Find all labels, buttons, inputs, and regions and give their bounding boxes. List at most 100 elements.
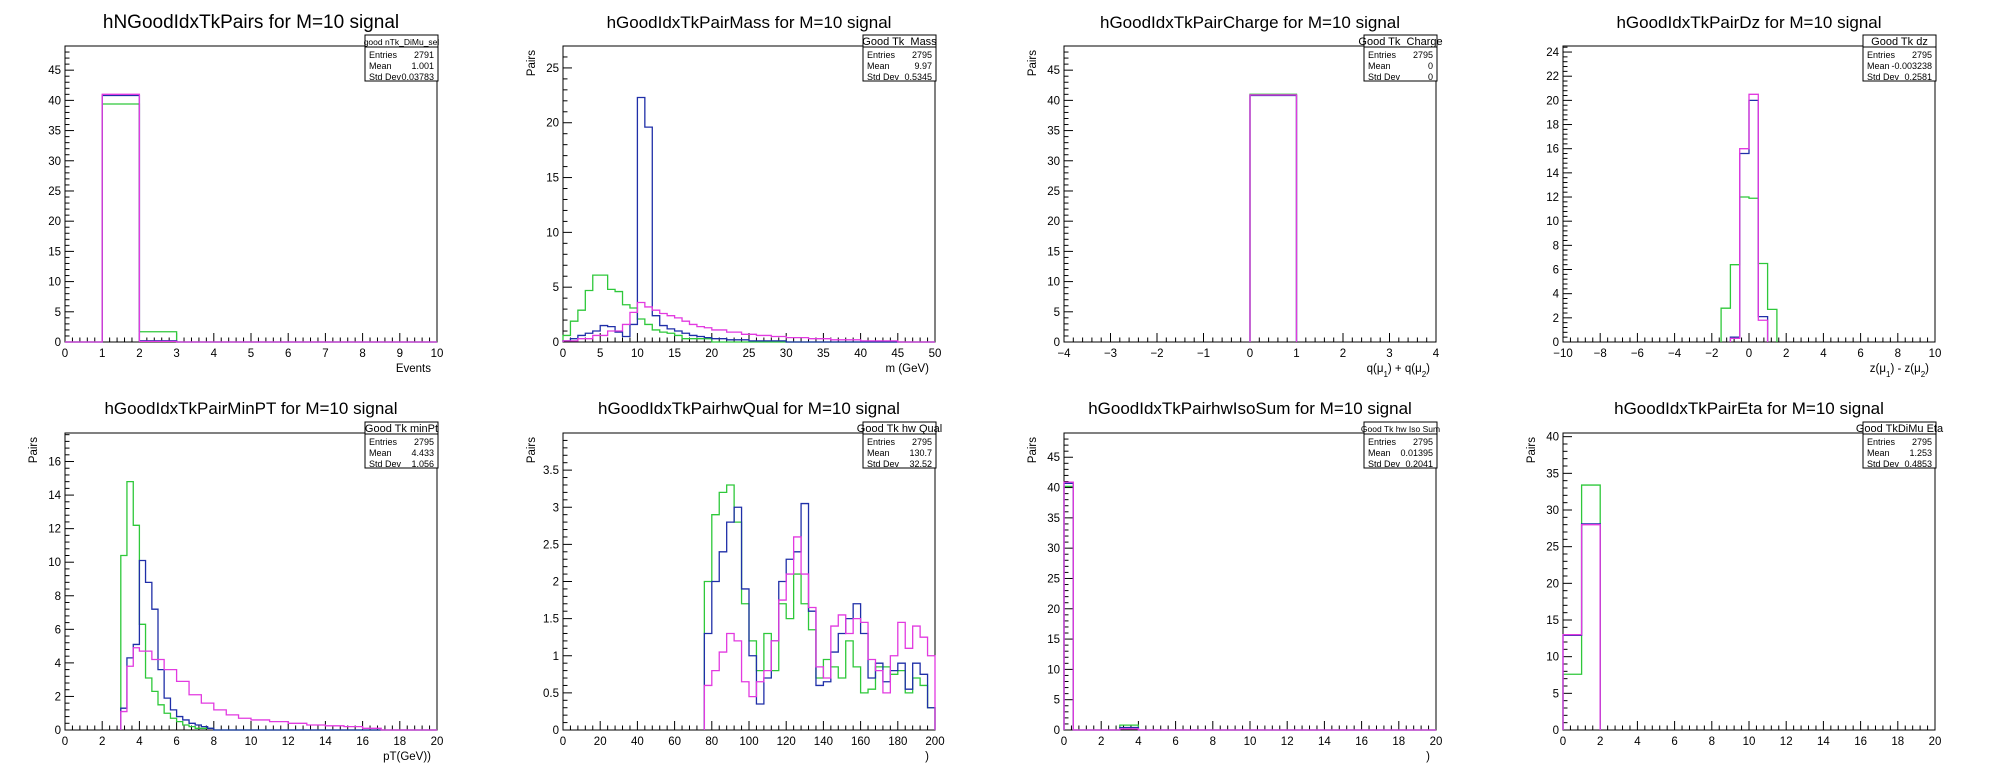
plot-frame [562,45,936,343]
histogram-series-green [1063,485,1436,731]
histogram-series-magenta [562,301,935,343]
plot-frame [1562,432,1936,731]
y-tick-label: 30 [1047,156,1060,168]
x-tick-label: 2 [1783,348,1789,360]
x-tick-label: 5 [597,348,603,360]
x-tick-label: 6 [173,736,179,748]
y-tick-label: 2 [553,577,559,589]
stats-value: 0.4853 [1904,459,1932,469]
y-tick-label: 5 [55,307,61,319]
y-tick-label: 20 [1047,216,1060,228]
histogram-series-magenta [1249,94,1298,342]
stats-box-frame [364,34,439,82]
x-tick-label: 1 [1293,348,1299,360]
histogram-panel-8: hGoodIdxTkPairEta for M=10 signal 0 5 10 15 2… [1526,399,1944,748]
stats-value: 0.2041 [1405,459,1433,469]
histogram-series-blue [65,94,437,343]
x-tick-label: 18 [393,736,406,748]
histogram-series-green [1249,93,1298,342]
histogram-panel-3: hGoodIdxTkPairCharge for M=10 signal0510… [1027,13,1443,379]
panel-title: hGoodIdxTkPairMass for M=10 signal [607,13,892,32]
stats-key: Entries [1368,437,1397,447]
stats-key: Mean [1867,448,1890,458]
x-tick-label: 8 [211,736,217,748]
histogram-series-magenta [1729,93,1769,342]
x-tick-label: 10 [1743,736,1756,748]
x-tick-label: 4 [1820,348,1827,360]
stats-box: good nTk_DiMu_sel Entries 2791 Mean 1.001 Std… [364,34,439,82]
x-tick-label: 120 [777,736,796,748]
y-tick-label: 45 [1047,452,1060,464]
y-tick-label: 0 [1553,337,1559,349]
x-tick-label: 35 [817,348,830,360]
x-tick-label: 16 [1355,736,1368,748]
x-tick-label: −4 [1668,348,1682,360]
y-tick-label: 30 [1546,505,1559,517]
y-tick-label: 8 [1553,240,1559,252]
stats-key: Std Dev [867,459,900,469]
x-axis-label: ) [1426,751,1430,763]
y-tick-label: 15 [48,246,61,258]
y-tick-label: 10 [1047,277,1060,289]
y-tick-label: 6 [1553,265,1559,277]
stats-key: Mean [867,61,890,71]
x-tick-label: 16 [1854,736,1867,748]
x-tick-label: 20 [1929,736,1942,748]
y-tick-label: 10 [48,557,61,569]
stats-box-frame [1363,421,1438,469]
x-axis-label: q(μ1) + q(μ2) [1367,363,1431,379]
y-axis-label: Pairs [526,50,538,76]
y-axis-label: Pairs [28,437,40,463]
x-tick-label: 15 [668,348,681,360]
x-tick-label: 10 [431,348,444,360]
y-axis-label: Pairs [1526,437,1538,463]
y-tick-label: 22 [1546,71,1559,83]
histogram-series-magenta [65,93,437,343]
y-tick-label: 0 [1054,337,1060,349]
panel-title: hGoodIdxTkPairDz for M=10 signal [1616,13,1881,32]
stats-box-frame [1862,421,1937,469]
x-axis-label: Events [396,363,431,375]
stats-key: Entries [1867,50,1896,60]
y-tick-label: 12 [48,524,61,536]
panel-title: hGoodIdxTkPairMinPT for M=10 signal [104,399,397,418]
panel-title: hGoodIdxTkPairCharge for M=10 signal [1100,13,1400,32]
stats-key: Entries [369,50,398,60]
stats-value: 32.52 [909,459,932,469]
histogram-series-blue [562,96,935,343]
y-tick-label: 25 [1047,573,1060,585]
stats-value: 0.01395 [1400,448,1433,458]
x-tick-label: 9 [397,348,403,360]
x-tick-label: −10 [1553,348,1573,360]
histogram-series-green [1720,196,1778,342]
x-tick-label: 3 [173,348,179,360]
stats-value: 0.5345 [904,72,932,82]
y-tick-label: 0 [1553,725,1559,737]
x-tick-label: 2 [1098,736,1104,748]
stats-value: 1.056 [411,459,434,469]
x-tick-label: 0 [1746,348,1752,360]
histogram-panel-2: hGoodIdxTkPairMass for M=10 signal 0 5 10 15… [526,13,941,375]
histogram-series-magenta [703,536,936,730]
y-tick-label: 0 [553,337,559,349]
stats-box-frame [1862,34,1937,82]
stats-value: 130.7 [909,448,932,458]
stats-name: Good Tk_Charge [1358,36,1442,48]
x-tick-label: 0 [62,736,68,748]
histogram-series-blue [1249,94,1298,342]
y-tick-label: 2 [1553,313,1559,325]
x-tick-label: 2 [1340,348,1346,360]
stats-key: Entries [1368,50,1397,60]
x-tick-label: 4 [211,348,218,360]
x-tick-label: 12 [1281,736,1294,748]
plot-frame [64,45,438,343]
histogram-series-green [120,481,437,731]
x-tick-label: 40 [854,348,867,360]
x-tick-label: 180 [888,736,907,748]
histogram-panel-4: hGoodIdxTkPairDz for M=10 signal02468101… [1546,13,1941,379]
y-tick-label: 40 [48,95,61,107]
histogram-series-magenta [120,647,437,731]
x-tick-label: 0 [62,348,68,360]
y-tick-label: 3.5 [543,465,559,477]
